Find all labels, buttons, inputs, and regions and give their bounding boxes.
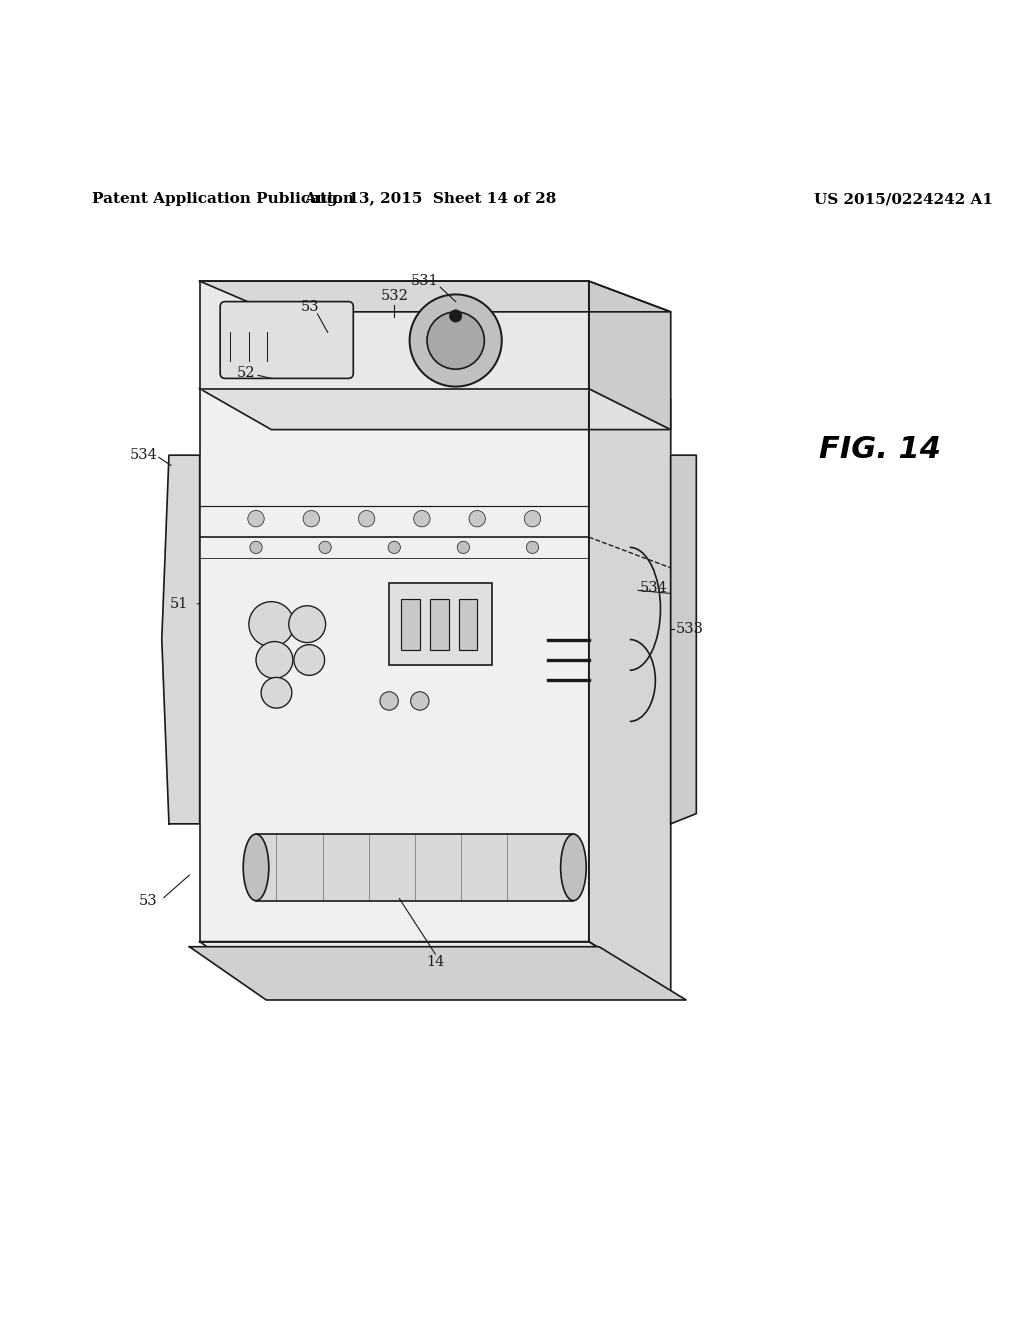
Text: 534: 534 [640,581,668,595]
Circle shape [249,602,294,647]
Polygon shape [200,388,671,429]
Polygon shape [589,388,671,993]
Text: 14: 14 [426,956,444,969]
Circle shape [358,511,375,527]
Text: Aug. 13, 2015  Sheet 14 of 28: Aug. 13, 2015 Sheet 14 of 28 [304,191,556,206]
Circle shape [450,310,462,322]
Circle shape [411,692,429,710]
Circle shape [414,511,430,527]
Bar [459,598,477,649]
Ellipse shape [561,834,586,900]
Text: 51: 51 [170,597,188,611]
Circle shape [319,541,332,553]
Circle shape [526,541,539,553]
Text: 532: 532 [380,289,409,304]
Text: 53: 53 [139,894,158,908]
Bar [401,598,420,649]
Circle shape [427,312,484,370]
Circle shape [248,511,264,527]
Bar [256,834,573,900]
Polygon shape [200,281,589,388]
Polygon shape [589,281,671,429]
Circle shape [410,294,502,387]
Polygon shape [162,455,200,824]
Circle shape [457,541,469,553]
Circle shape [250,541,262,553]
Bar [389,583,492,665]
Text: FIG. 14: FIG. 14 [819,434,941,463]
Text: 531: 531 [411,275,439,288]
Circle shape [256,642,293,678]
Circle shape [261,677,292,708]
Bar [430,598,449,649]
Polygon shape [671,455,696,824]
Circle shape [294,644,325,676]
Circle shape [469,511,485,527]
Text: US 2015/0224242 A1: US 2015/0224242 A1 [814,191,993,206]
Circle shape [289,606,326,643]
Text: 534: 534 [129,449,158,462]
Circle shape [388,541,400,553]
FancyBboxPatch shape [220,301,353,379]
Circle shape [524,511,541,527]
Circle shape [380,692,398,710]
Text: Patent Application Publication: Patent Application Publication [92,191,354,206]
Polygon shape [200,388,589,941]
Text: 53: 53 [301,300,319,314]
Circle shape [303,511,319,527]
Polygon shape [200,941,671,993]
Text: 533: 533 [676,622,703,636]
Polygon shape [200,281,671,312]
Polygon shape [189,946,686,1001]
Text: 52: 52 [237,366,255,380]
Ellipse shape [244,834,268,900]
